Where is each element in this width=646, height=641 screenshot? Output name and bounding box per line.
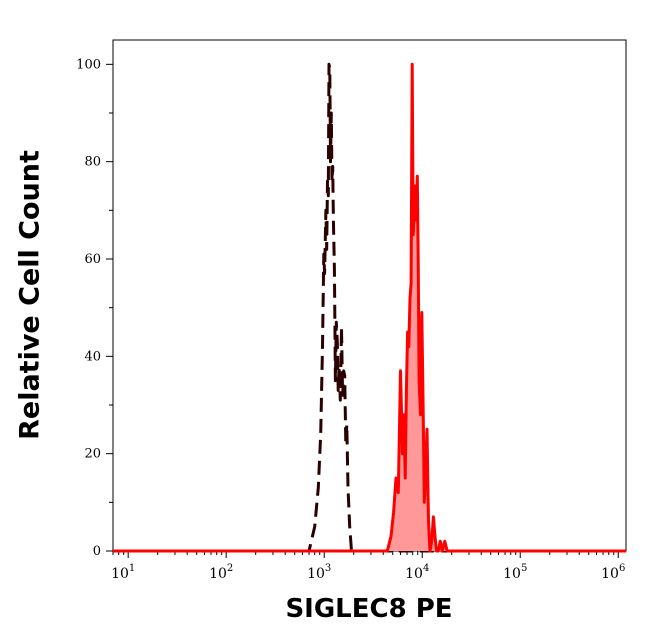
x-tick-label: 102 [209,563,233,582]
y-tick-label: 0 [93,544,101,559]
x-tick-label: 101 [111,563,135,582]
x-tick-label: 103 [307,563,331,582]
y-tick-label: 40 [84,349,101,364]
y-tick-label: 60 [84,252,101,267]
series-1-fill [113,64,626,552]
series-1-line [113,62,626,553]
y-tick-label: 80 [84,155,101,170]
x-tick-label: 104 [405,563,429,582]
plot-frame [112,39,627,552]
x-tick-label: 105 [503,563,527,582]
x-axis-label: SIGLEC8 PE [285,594,453,624]
y-tick-label: 20 [84,447,101,462]
y-axis-label: Relative Cell Count [14,150,46,440]
x-tick-label: 106 [601,563,625,582]
y-tick-label: 100 [76,57,101,72]
series-0-line [113,62,626,553]
